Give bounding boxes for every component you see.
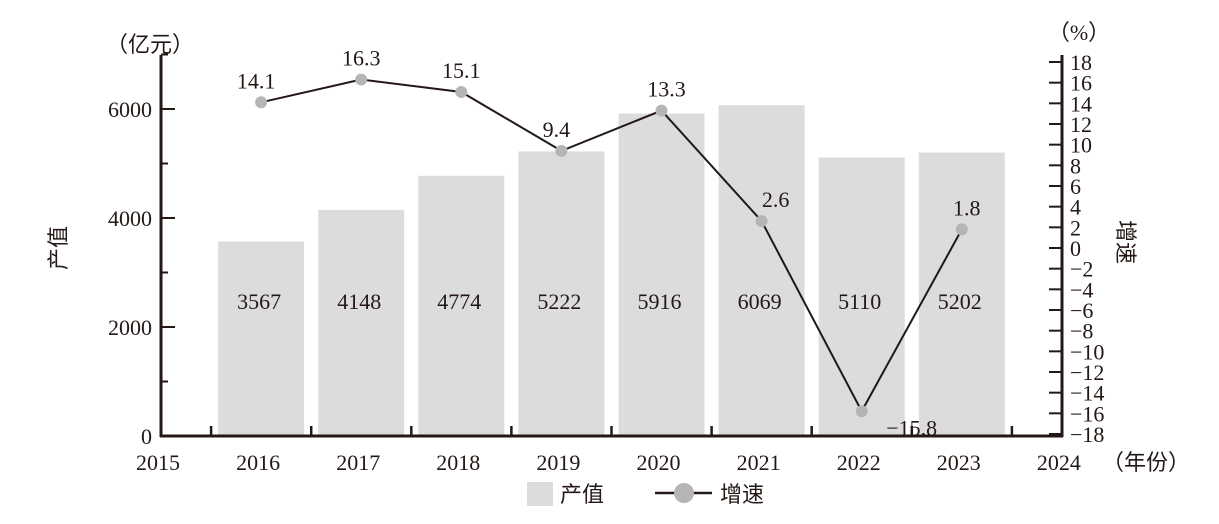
bar-value-label: 5916 — [638, 289, 682, 314]
growth-point-2017 — [355, 73, 368, 86]
right-axis-tick-label: 14 — [1070, 91, 1092, 116]
growth-value-label: 2.6 — [762, 187, 790, 212]
x-axis-tick-label: 2017 — [336, 450, 380, 475]
growth-value-label: −15.8 — [886, 415, 937, 440]
right-axis-tick-label: 2 — [1070, 215, 1081, 240]
growth-value-label: 15.1 — [442, 58, 481, 83]
right-axis-tick-label: −18 — [1070, 422, 1104, 447]
left-axis-unit: （亿元） — [106, 32, 194, 57]
left-axis-tick-label: 6000 — [108, 97, 152, 122]
right-axis-tick-label: 6 — [1070, 174, 1081, 199]
left-axis-tick-label: 2000 — [108, 315, 152, 340]
legend: 产值 增速 — [527, 482, 764, 507]
legend-line-marker — [674, 483, 694, 503]
right-axis-tick-label: 10 — [1070, 133, 1092, 158]
right-axis-tick-label: −6 — [1070, 298, 1093, 323]
right-axis-tick-label: −10 — [1070, 339, 1104, 364]
x-axis-tick-label: 2019 — [536, 450, 580, 475]
bar-value-label: 6069 — [738, 289, 782, 314]
growth-point-2022 — [855, 405, 868, 418]
x-axis-unit: （年份） — [1102, 450, 1190, 475]
right-axis-tick-label: −2 — [1070, 257, 1093, 282]
growth-value-label: 13.3 — [647, 77, 686, 102]
bar-value-label: 5110 — [838, 289, 881, 314]
bar-value-label: 5202 — [938, 289, 982, 314]
growth-point-2023 — [955, 223, 968, 236]
bar-2016 — [218, 241, 305, 436]
growth-value-label: 9.4 — [543, 117, 571, 142]
growth-point-2018 — [455, 85, 468, 98]
left-axis-tick-label: 0 — [141, 424, 152, 449]
right-axis-title: 增速 — [1113, 220, 1138, 264]
growth-rate-line — [260, 78, 963, 414]
right-axis-unit: （%） — [1048, 20, 1110, 45]
growth-value-label: 16.3 — [342, 46, 381, 71]
x-axis-tick-label: 2016 — [236, 450, 280, 475]
x-axis-tick-label: 2015 — [136, 450, 180, 475]
growth-point-2021 — [755, 215, 768, 228]
x-axis-tick-label: 2020 — [637, 450, 681, 475]
right-axis-tick-label: −16 — [1070, 401, 1104, 426]
growth-point-2020 — [655, 104, 668, 117]
growth-value-label: 14.1 — [237, 68, 276, 93]
right-axis-tick-label: −4 — [1070, 277, 1093, 302]
growth-point-2019 — [555, 144, 568, 157]
bar-value-label: 3567 — [237, 289, 281, 314]
right-axis-tick-label: −8 — [1070, 319, 1093, 344]
growth-point-2016 — [255, 96, 268, 109]
right-axis-tick-label: 4 — [1070, 195, 1081, 220]
right-axis-tick-label: 12 — [1070, 112, 1092, 137]
left-axis-title: 产值 — [46, 226, 71, 270]
bar-value-label: 5222 — [537, 289, 581, 314]
left-axis-tick-label: 4000 — [108, 206, 152, 231]
legend-bar-swatch — [527, 482, 553, 506]
x-axis-tick-label: 2023 — [937, 450, 981, 475]
bar-2023 — [918, 152, 1005, 436]
x-axis-tick-label: 2022 — [837, 450, 881, 475]
right-axis-tick-label: 8 — [1070, 153, 1081, 178]
growth-value-label: 1.8 — [953, 195, 981, 220]
bar-2021 — [718, 105, 805, 436]
bar-2017 — [318, 209, 405, 436]
legend-label-bar: 产值 — [560, 482, 604, 507]
right-axis-tick-label: −12 — [1070, 360, 1104, 385]
right-axis-tick-label: 16 — [1070, 71, 1092, 96]
bar-value-label: 4148 — [337, 289, 381, 314]
right-axis-tick-label: −14 — [1070, 381, 1104, 406]
bar-value-label: 4774 — [437, 289, 481, 314]
bar-2019 — [518, 151, 605, 436]
x-axis-tick-label: 2021 — [737, 450, 781, 475]
right-axis-tick-label: 18 — [1070, 50, 1092, 75]
legend-label-line: 增速 — [720, 482, 764, 507]
x-axis-tick-label: 2018 — [436, 450, 480, 475]
right-axis-tick-label: 0 — [1070, 236, 1081, 261]
bar-2018 — [418, 175, 505, 436]
bar-2022 — [818, 157, 905, 436]
x-axis-tick-label: 2024 — [1037, 450, 1081, 475]
bar-2020 — [618, 113, 705, 436]
